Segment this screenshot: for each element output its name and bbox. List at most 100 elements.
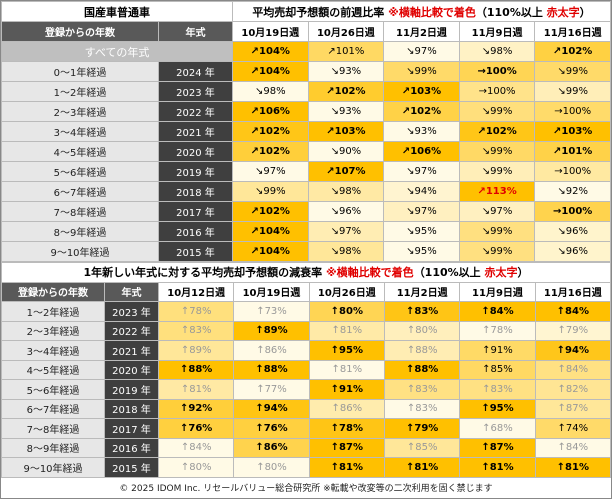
data-row: 2〜3年経過 2022 年 ↗106% ↘93% ↗102% ↘99% →100%: [1, 101, 611, 122]
age-label: 3〜4年経過: [1, 121, 159, 142]
value-cell: ↑95%: [459, 398, 536, 419]
value-cell: →100%: [458, 61, 536, 82]
all-row: すべての年式 ↗104% ↗101% ↘97% ↘98% ↗102%: [1, 41, 611, 62]
value-cell: ↑81%: [308, 359, 385, 380]
value-cell: ↑84%: [534, 301, 612, 322]
value-cell: ↑77%: [233, 379, 310, 400]
value-cell: ↑73%: [233, 301, 310, 322]
age-label: 5〜6年経過: [1, 161, 159, 182]
value-cell: ↑92%: [157, 398, 235, 419]
value-cell: ↘98%: [458, 41, 536, 62]
value-cell: ↑78%: [459, 320, 536, 341]
year-label: 2018 年: [104, 398, 159, 419]
value-cell: ↘99%: [383, 61, 460, 82]
age-label: 8〜9年経過: [1, 437, 105, 458]
year-label: 2019 年: [158, 161, 233, 182]
value-cell: ↗104%: [232, 221, 309, 242]
value-cell: ↘99%: [232, 181, 309, 202]
value-cell: ↑89%: [233, 320, 310, 341]
year-label: 2020 年: [158, 141, 233, 162]
value-cell: ↑81%: [308, 320, 385, 341]
value-cell: ↑95%: [308, 340, 385, 361]
value-cell: ↘99%: [534, 61, 611, 82]
value-cell: ↘90%: [307, 141, 385, 162]
year-label: 2022 年: [158, 101, 233, 122]
value-cell: ↘99%: [458, 241, 536, 262]
year-label: 2016 年: [158, 221, 233, 242]
value-cell: ↘97%: [307, 221, 385, 242]
header-row: 登録からの年数 年式 10月19日週 10月26日週 11月2日週 11月9日週 11月16…: [1, 21, 611, 42]
age-label: 3〜4年経過: [1, 340, 105, 361]
value-cell: ↗102%: [307, 81, 385, 102]
value-cell: ↑79%: [383, 418, 461, 439]
value-cell: ↗102%: [458, 121, 536, 142]
age-label: 5〜6年経過: [1, 379, 105, 400]
value-cell: ↑83%: [383, 398, 461, 419]
age-label: 4〜5年経過: [1, 141, 159, 162]
data-row: 7〜8年経過 2017 年 ↗102% ↘96% ↘97% ↘97% →100%: [1, 201, 611, 222]
value-cell: ↘97%: [458, 201, 536, 222]
value-cell: →100%: [534, 201, 611, 222]
value-cell: ↘98%: [232, 81, 309, 102]
value-cell: ↑85%: [459, 359, 536, 380]
value-cell: ↑83%: [459, 379, 536, 400]
value-cell: ↘96%: [534, 221, 611, 242]
value-cell: ↑84%: [459, 301, 536, 322]
value-cell: ↗107%: [307, 161, 385, 182]
value-cell: ↑76%: [233, 418, 310, 439]
title-part: 平均売却予想額の前週比率: [252, 5, 389, 19]
week-header: 10月26日週: [307, 21, 385, 42]
data-row: 4〜5年経過 2020 年 ↗102% ↘90% ↗106% ↘99% ↗101%: [1, 141, 611, 162]
title-part: 赤太字: [484, 266, 518, 280]
value-cell: ↑74%: [534, 418, 612, 439]
value-cell: ↘98%: [307, 241, 385, 262]
value-cell: ↑76%: [157, 418, 235, 439]
value-cell: ↗103%: [383, 81, 460, 102]
week-header: 11月16日週: [534, 281, 612, 302]
value-cell: ↗101%: [307, 41, 385, 62]
week-header: 10月12日週: [157, 281, 235, 302]
value-cell: ↑80%: [157, 457, 235, 478]
week-header: 10月19日週: [232, 21, 309, 42]
value-cell: ↑87%: [308, 437, 385, 458]
age-label: 1〜2年経過: [1, 81, 159, 102]
title-part: ※横軸比較で着色: [388, 5, 476, 19]
year-label: 2021 年: [158, 121, 233, 142]
value-cell: ↑87%: [534, 398, 612, 419]
value-cell: ↘95%: [383, 221, 460, 242]
value-cell: ↘92%: [534, 181, 611, 202]
value-cell: ↑91%: [459, 340, 536, 361]
data-row: 2〜3年経過 2022 年 ↑83% ↑89% ↑81% ↑80% ↑78% ↑79%: [1, 320, 612, 341]
data-row: 8〜9年経過 2016 年 ↗104% ↘97% ↘95% ↘99% ↘96%: [1, 221, 611, 242]
title-row: 1年新しい年式に対する平均売却予想額の減衰率 ※横軸比較で着色（110%以上 赤…: [1, 262, 611, 283]
value-cell: ↑68%: [459, 418, 536, 439]
value-cell: ↘97%: [383, 41, 460, 62]
week-header: 10月19日週: [233, 281, 310, 302]
week-header: 11月2日週: [383, 21, 460, 42]
value-cell: ↘93%: [383, 121, 460, 142]
age-label: 2〜3年経過: [1, 320, 105, 341]
value-cell: ↑83%: [383, 379, 461, 400]
year-label: 2021 年: [104, 340, 159, 361]
year-label: 2018 年: [158, 181, 233, 202]
data-row: 0〜1年経過 2024 年 ↗104% ↘93% ↘99% →100% ↘99%: [1, 61, 611, 82]
value-cell: ↑78%: [308, 418, 385, 439]
value-cell: ↑86%: [233, 437, 310, 458]
title-part: 1年新しい年式に対する平均売却予想額の減衰率: [83, 266, 326, 280]
year-label: 2020 年: [104, 359, 159, 380]
title-part: ※横軸比較で着色: [325, 266, 414, 280]
data-row: 5〜6年経過 2019 年 ↘97% ↗107% ↘97% ↘99% →100%: [1, 161, 611, 182]
value-cell: ↑79%: [534, 320, 612, 341]
year-label: 2017 年: [104, 418, 159, 439]
value-cell: ↑94%: [233, 398, 310, 419]
week-header: 11月16日週: [534, 21, 611, 42]
value-cell: ↑88%: [157, 359, 235, 380]
value-cell: ↑80%: [383, 320, 461, 341]
value-cell: ↗102%: [232, 141, 309, 162]
age-label: 7〜8年経過: [1, 418, 105, 439]
year-label: 2023 年: [104, 301, 159, 322]
value-cell: ↑81%: [534, 457, 612, 478]
value-cell: ↑81%: [308, 457, 385, 478]
week-header: 11月9日週: [459, 281, 536, 302]
